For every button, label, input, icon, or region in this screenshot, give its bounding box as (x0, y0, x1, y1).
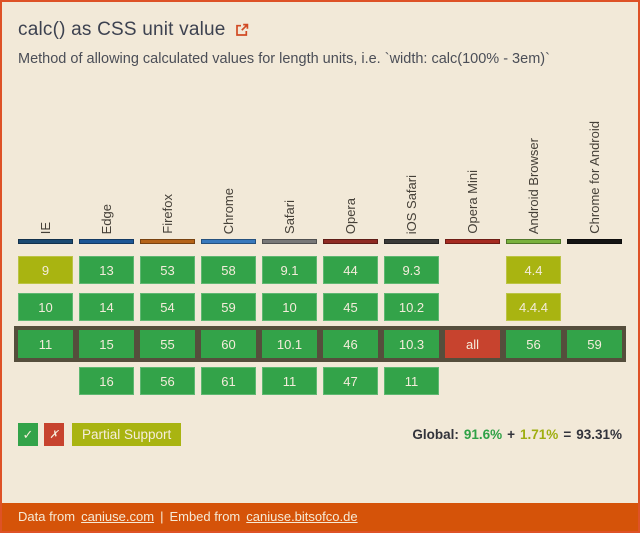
browser-name: IE (38, 221, 53, 235)
support-cell: 56 (140, 367, 195, 396)
support-cell-empty (567, 293, 622, 321)
support-cell: 10.1 (258, 326, 321, 363)
support-cell: 56 (502, 326, 565, 363)
external-link-icon[interactable] (235, 23, 249, 37)
browser-color-bar (506, 239, 561, 245)
support-cell: 46 (319, 326, 382, 363)
browser-headers: IE Edge Firefox Chrome Safari Opera iOS Safari… (18, 74, 622, 245)
browser-header: Safari (262, 74, 317, 245)
browser-header: Edge (79, 74, 134, 245)
support-cell: 4.4.4 (506, 293, 561, 322)
support-cell: 10.2 (384, 293, 439, 322)
legend: ✓ ✗ Partial Support (18, 423, 182, 447)
title-row: calc() as CSS unit value (18, 19, 622, 41)
browser-name: iOS Safari (404, 174, 419, 235)
support-cell: 14 (79, 293, 134, 322)
browser-header: Firefox (140, 74, 195, 245)
support-cell: 9 (18, 256, 73, 285)
support-cell: 9.3 (384, 256, 439, 285)
support-cell: 11 (384, 367, 439, 396)
support-cell: 11 (262, 367, 317, 396)
browser-color-bar (201, 239, 256, 245)
browser-color-bar (567, 239, 622, 245)
global-total-pct: 93.31% (576, 427, 622, 443)
browser-header: Chrome (201, 74, 256, 245)
browser-header: Chrome for Android (567, 74, 622, 245)
support-cell: 45 (323, 293, 378, 322)
global-plus: + (507, 427, 516, 443)
support-cell: 10.3 (380, 326, 443, 363)
global-supported-pct: 91.6% (463, 427, 503, 443)
support-cell-empty (18, 367, 73, 395)
browser-name: Android Browser (526, 137, 541, 235)
support-cell-empty (445, 293, 500, 321)
support-cell: 47 (323, 367, 378, 396)
partial-support-legend: Partial Support (72, 423, 182, 447)
support-cell: 59 (201, 293, 256, 322)
feature-description: Method of allowing calculated values for… (18, 51, 550, 67)
browser-header: Opera Mini (445, 74, 500, 245)
browser-name: Chrome for Android (587, 121, 602, 235)
content-area: calc() as CSS unit value Method of allow… (2, 2, 638, 503)
support-cell: 16 (79, 367, 134, 396)
browser-name: Firefox (160, 194, 175, 235)
support-cell: 15 (75, 326, 138, 363)
browser-header: iOS Safari (384, 74, 439, 245)
support-cell: 54 (140, 293, 195, 322)
support-cell: 13 (79, 256, 134, 285)
browser-name: Edge (99, 203, 114, 235)
check-icon: ✓ (22, 426, 34, 442)
browser-name: Opera (343, 197, 358, 235)
page-title: calc() as CSS unit value (18, 19, 226, 40)
bottom-row: ✓ ✗ Partial Support Global: 91.6% + 1.71… (18, 423, 622, 447)
global-equals: = (563, 427, 572, 443)
support-cell: 53 (140, 256, 195, 285)
browser-color-bar (18, 239, 73, 245)
support-cell: 55 (136, 326, 199, 363)
browser-color-bar (384, 239, 439, 245)
cross-icon: ✗ (49, 429, 59, 442)
browser-name: Safari (282, 200, 297, 235)
support-cell: 9.1 (262, 256, 317, 285)
browser-name: Chrome (221, 187, 236, 235)
unsupported-legend-box: ✗ (44, 423, 64, 447)
support-cell: 44 (323, 256, 378, 285)
browser-color-bar (445, 239, 500, 245)
embed-source-link[interactable]: caniuse.bitsofco.de (246, 509, 358, 524)
footer-embed-from: Embed from (169, 509, 241, 524)
support-cell: 61 (201, 367, 256, 396)
browser-color-bar (323, 239, 378, 245)
browser-color-bar (140, 239, 195, 245)
global-partial-pct: 1.71% (520, 427, 559, 443)
support-cell-empty (445, 256, 500, 284)
caniuse-link[interactable]: caniuse.com (81, 509, 155, 524)
footer-bar: Data from caniuse.com | Embed from caniu… (2, 503, 638, 531)
support-cell: all (441, 326, 504, 363)
support-cell-empty (567, 256, 622, 284)
support-cell: 60 (197, 326, 260, 363)
support-cell: 10 (262, 293, 317, 322)
browser-header: Android Browser (506, 74, 561, 245)
support-cell: 11 (14, 326, 77, 363)
footer-data-from: Data from (18, 509, 76, 524)
browser-header: IE (18, 74, 73, 245)
support-cell-empty (445, 367, 500, 395)
support-grid: 9 13 53 58 9.1 44 9.3 4.4 10 14 54 59 10 45 10.2 4.4.4 1… (14, 256, 626, 396)
footer-separator: | (160, 509, 164, 524)
global-label: Global: (412, 427, 459, 443)
browser-color-bar (262, 239, 317, 245)
support-cell-empty (567, 367, 622, 395)
browser-header: Opera (323, 74, 378, 245)
global-usage: Global: 91.6% + 1.71% = 93.31% (412, 427, 622, 442)
browser-name: Opera Mini (465, 170, 480, 235)
support-cell: 59 (563, 326, 626, 363)
support-cell: 10 (18, 293, 73, 322)
browser-color-bar (79, 239, 134, 245)
support-cell-empty (506, 367, 561, 395)
support-cell: 58 (201, 256, 256, 285)
supported-legend-box: ✓ (18, 423, 38, 447)
support-cell: 4.4 (506, 256, 561, 285)
